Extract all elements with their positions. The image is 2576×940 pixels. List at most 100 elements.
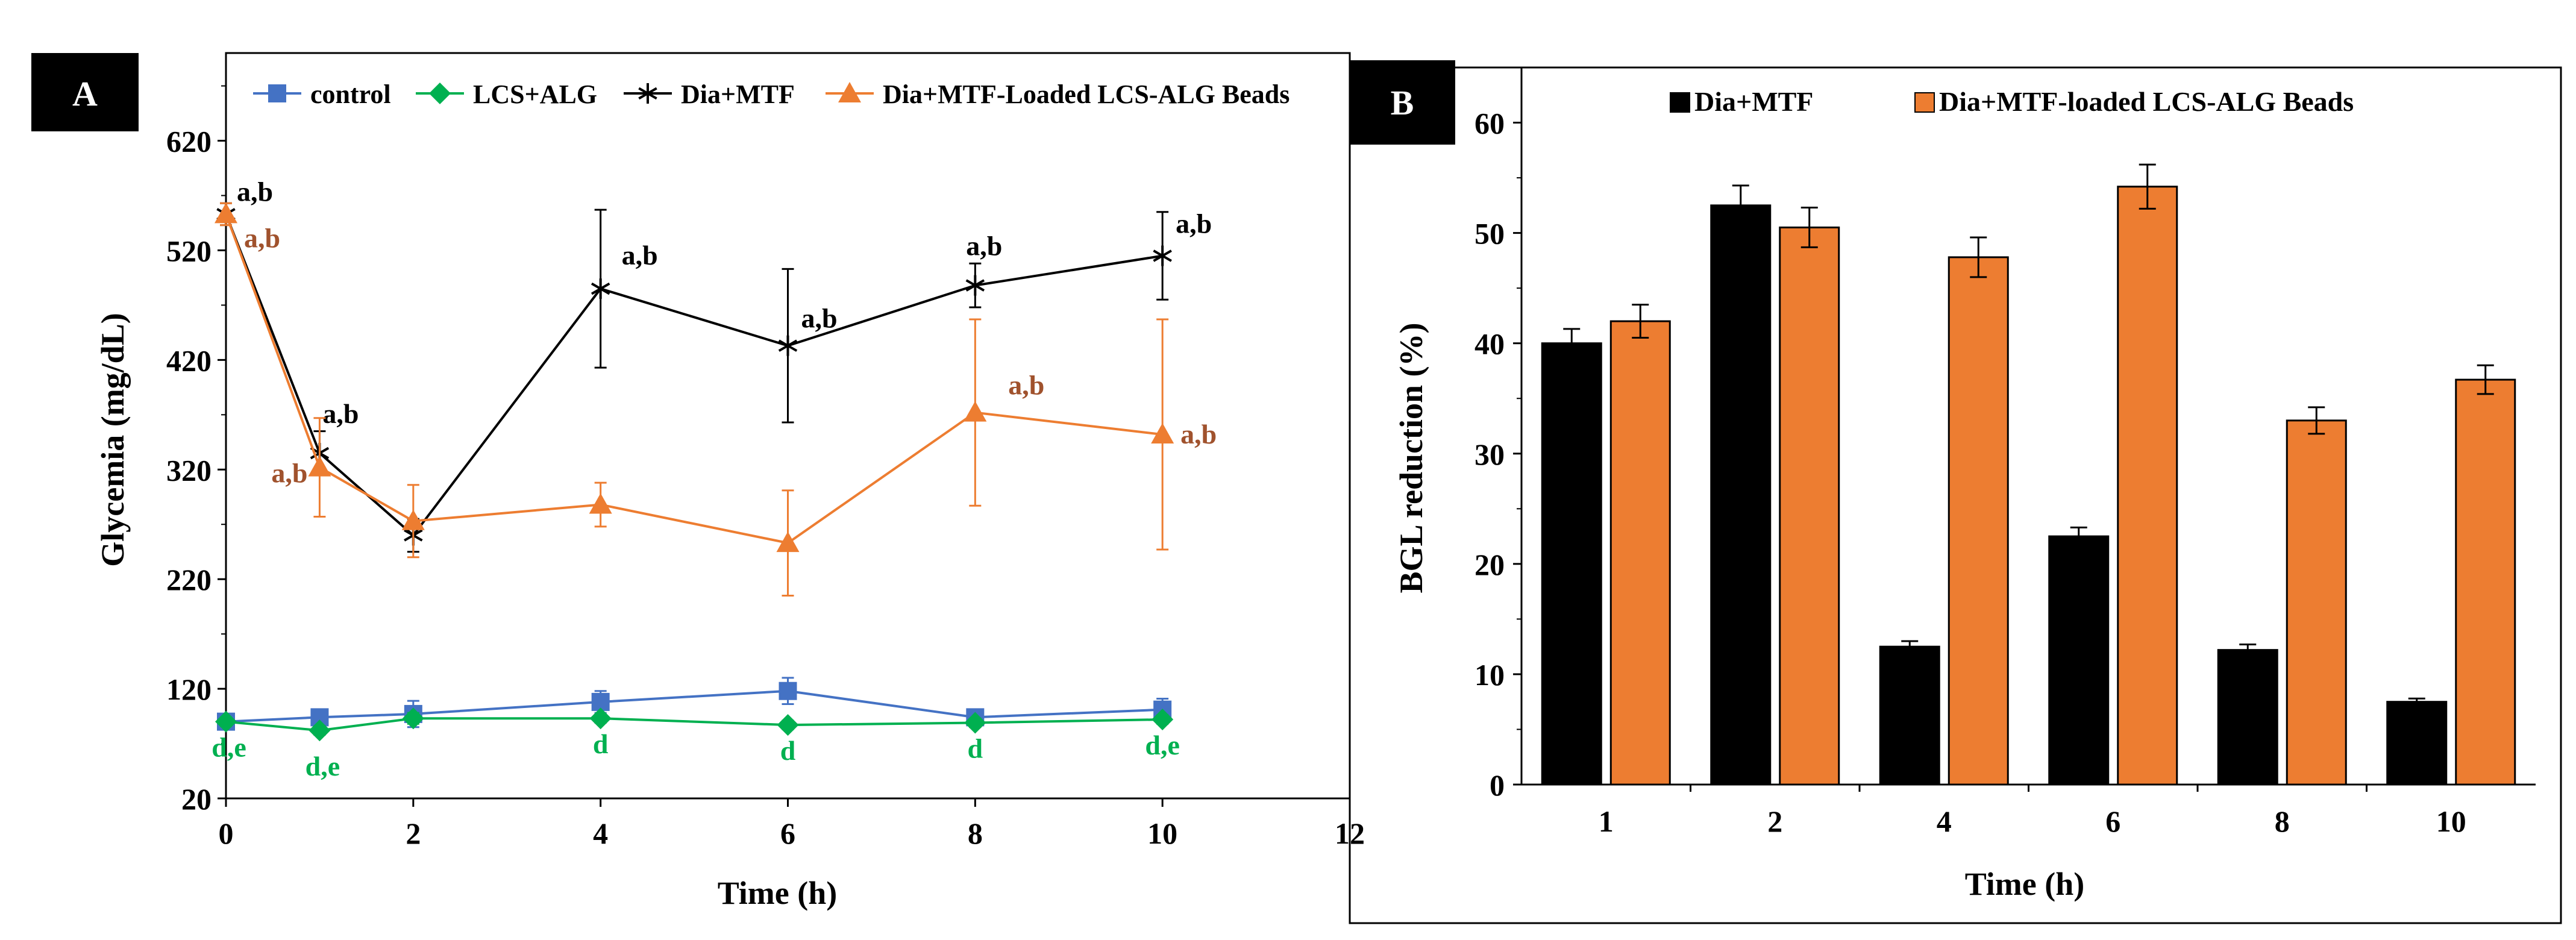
- bar-dia-mtf-6: [2048, 535, 2110, 786]
- panel-a-legend: control LCS+ALG Dia+MTF Dia+MTF-Loaded LCS-…: [253, 80, 1290, 109]
- significance-label: a,b: [622, 240, 658, 271]
- panel-b-x-tick-label: 1: [1599, 804, 1614, 838]
- series-lcs-alg: d,e d,e d d d d,e: [212, 707, 1180, 782]
- panel-a-x-tick-label: 4: [593, 816, 608, 850]
- data-point: [779, 682, 797, 700]
- panel-b-y-tick-label: 0: [1490, 768, 1505, 802]
- bar-group: [1541, 328, 1602, 786]
- panel-b-label: B: [1391, 83, 1414, 122]
- bar-dia-mtf-2: [1710, 204, 1772, 786]
- panel-b-y-tick-label: 40: [1474, 327, 1505, 361]
- significance-label: a,b: [1008, 370, 1044, 401]
- data-point: [1153, 245, 1172, 266]
- significance-label: a,b: [801, 303, 837, 334]
- legend-label: LCS+ALG: [473, 80, 597, 109]
- panel-b-axes: 0 10 20 30 40 50 60 1 2 4 6 8 10: [1474, 67, 2536, 838]
- legend-item-dia-mtf: Dia+MTF: [624, 80, 795, 109]
- significance-label: a,b: [1180, 419, 1217, 450]
- panel-b-legend: Dia+MTF Dia+MTF-loaded LCS-ALG Beads: [1670, 86, 2354, 117]
- legend-item-lcs-alg: LCS+ALG: [416, 80, 597, 109]
- data-point: [589, 707, 612, 730]
- panel-a-y-tick-label: 620: [166, 125, 212, 158]
- legend-marker: [268, 84, 286, 102]
- legend-marker: [638, 83, 657, 104]
- significance-label: d: [780, 735, 796, 766]
- significance-label: d,e: [1145, 730, 1180, 760]
- marker-stroke: [591, 282, 610, 295]
- panel-b: B 0 10 20 30 40 50 60 1 2 4 6 8 10 Dia+MTF Dia+MTF-lo…: [1349, 60, 2562, 924]
- panel-b-x-tick-label: 6: [2105, 804, 2120, 838]
- data-point: [965, 275, 985, 296]
- data-point: [964, 712, 986, 734]
- panel-b-y-tick-label: 20: [1474, 548, 1505, 581]
- data-point: [777, 714, 799, 736]
- significance-label: d: [968, 733, 983, 763]
- bar-dia-mtf-loaded-lcs-alg-beads-8: [2286, 419, 2347, 786]
- panel-a-label: A: [72, 74, 98, 113]
- bar-dia-mtf-1: [1541, 342, 1602, 786]
- significance-label: a,b: [1176, 208, 1212, 239]
- series-dia-mtf-loaded-lcs-alg-beads: a,b a,b a,b a,b: [215, 202, 1217, 597]
- data-point: [776, 531, 800, 553]
- bar-group: [1710, 184, 1772, 786]
- bar-dia-mtf-loaded-lcs-alg-beads-10: [2455, 378, 2516, 786]
- bar-group: [1948, 236, 2009, 786]
- panel-b-label-box: [1350, 60, 1455, 145]
- panel-a-x-tick-label: 0: [219, 816, 234, 850]
- panel-a-y-axis-title: Glycemia (mg/dL): [95, 313, 131, 566]
- data-point: [964, 401, 987, 422]
- data-point: [308, 456, 331, 477]
- bar-group: [2117, 163, 2178, 786]
- panel-b-y-tick-label: 60: [1474, 107, 1505, 140]
- data-point: [215, 202, 237, 224]
- panel-a-y-tick-label: 320: [166, 453, 212, 487]
- significance-label: d: [593, 728, 609, 759]
- panel-a-x-tick-label: 6: [780, 816, 795, 850]
- panel-b-x-tick-label: 4: [1937, 804, 1952, 838]
- data-point: [778, 335, 798, 356]
- data-point: [589, 493, 612, 514]
- marker-stroke: [638, 87, 657, 100]
- legend-marker: [429, 83, 451, 104]
- panel-a-x-tick-label: 2: [406, 816, 421, 850]
- significance-label: a,b: [271, 458, 307, 489]
- bar-group: [2455, 364, 2516, 786]
- panel-a-label-box: [31, 53, 139, 131]
- bar-group: [2048, 526, 2110, 786]
- series-line: [225, 717, 1163, 732]
- legend-label: Dia+MTF-Loaded LCS-ALG Beads: [883, 80, 1290, 109]
- significance-label: d,e: [306, 751, 340, 782]
- legend-label: Dia+MTF: [681, 80, 795, 109]
- panel-a-y-tick-label: 520: [166, 234, 212, 268]
- significance-label: a,b: [322, 398, 359, 429]
- panel-a-y-tick-label: 20: [181, 782, 212, 816]
- significance-label: a,b: [237, 176, 273, 207]
- marker-stroke: [965, 279, 985, 292]
- bar-group: [1779, 207, 1840, 786]
- significance-label: a,b: [966, 231, 1002, 262]
- bar-dia-mtf-10: [2386, 701, 2448, 786]
- panel-b-x-tick-label: 2: [1767, 804, 1782, 838]
- legend-label: control: [310, 80, 391, 109]
- bar-dia-mtf-loaded-lcs-alg-beads-6: [2117, 186, 2178, 786]
- bar-group: [2386, 697, 2448, 786]
- panel-b-y-axis-title: BGL reduction (%): [1393, 322, 1429, 593]
- legend-item-dia-mtf-loaded-lcs-alg-beads: Dia+MTF-Loaded LCS-ALG Beads: [826, 80, 1290, 109]
- bar-group: [2217, 643, 2278, 786]
- panel-a-y-tick-label: 420: [166, 343, 212, 377]
- significance-label: d,e: [212, 732, 246, 763]
- significance-label: a,b: [244, 222, 280, 253]
- legend-marker: [838, 82, 861, 102]
- marker-stroke: [778, 339, 798, 352]
- data-point: [309, 719, 331, 742]
- panel-a-y-tick-label: 120: [166, 672, 212, 706]
- data-point: [1151, 423, 1174, 444]
- panel-b-x-tick-label: 10: [2436, 804, 2466, 838]
- panel-b-x-tick-label: 8: [2275, 804, 2290, 838]
- bar-dia-mtf-loaded-lcs-alg-beads-1: [1609, 320, 1671, 786]
- legend-swatch: [1914, 92, 1935, 113]
- bar-dia-mtf-loaded-lcs-alg-beads-4: [1948, 256, 2009, 786]
